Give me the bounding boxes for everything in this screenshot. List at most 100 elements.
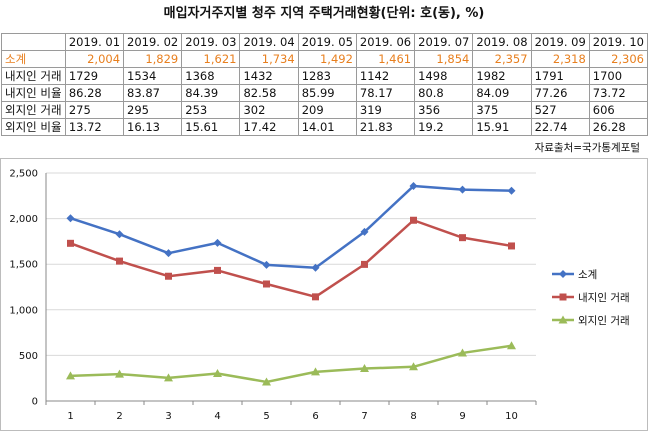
data-point [67, 239, 74, 247]
data-point [458, 348, 467, 357]
page-title: 매입자거주지별 청주 지역 주택거래현황(단위: 호(동), %) [163, 6, 485, 21]
data-point [361, 260, 368, 268]
chart-svg: 0 500 1,000 1,500 2,000 2,500 1 2 3 4 5 6 7 8 9 10 소계내지인… [9, 169, 630, 423]
table-cell: 253 [181, 101, 241, 119]
table-cell: 1283 [297, 67, 357, 85]
table-row-label: 외지인 거래 [1, 101, 66, 119]
data-point [459, 234, 466, 242]
y-tick-label: 1,500 [9, 260, 38, 271]
table-cell: 1,492 [297, 50, 357, 68]
data-point [116, 257, 123, 265]
table-column-header: 2019. 07 [414, 33, 474, 51]
table-cell: 527 [530, 101, 590, 119]
table-row: 소계 2,004 1,829 1,621 1,734 1,492 1,461 1,854 2,3… [1, 50, 648, 68]
legend-label: 외지인 거래 [578, 315, 630, 327]
table-column-header: 2019. 03 [181, 33, 241, 51]
table-cell: 83.87 [123, 84, 183, 102]
x-tick-label: 10 [505, 411, 518, 422]
data-point [263, 280, 270, 288]
data-point [312, 293, 319, 301]
data-point [164, 373, 173, 382]
table-cell: 1982 [472, 67, 532, 85]
table-column-header: 2019. 08 [472, 33, 532, 51]
table-cell: 16.13 [123, 118, 183, 136]
table-row-label: 외지인 비율 [1, 118, 66, 136]
table-cell: 295 [123, 101, 183, 119]
series-line-2 [70, 218, 512, 299]
data-point [213, 238, 222, 247]
table-header-row: 2019. 01 2019. 02 2019. 03 2019. 04 2019. 05… [1, 33, 648, 51]
table-cell: 84.39 [181, 84, 241, 102]
table-cell: 1,854 [414, 50, 474, 68]
table-cell: 1,461 [355, 50, 416, 68]
data-point [262, 260, 271, 269]
table-cell: 80.8 [414, 84, 474, 102]
legend-marker [559, 270, 567, 278]
y-tick-label: 2,000 [9, 214, 38, 225]
table-cell: 1791 [530, 67, 590, 85]
data-point [164, 249, 173, 258]
table-cell: 1498 [414, 67, 474, 85]
table-cell: 1700 [588, 67, 648, 85]
table-cell: 1368 [181, 67, 241, 85]
table-row-label: 내지인 비율 [1, 84, 66, 102]
table-row-label: 소계 [1, 50, 66, 68]
table-row-label: 내지인 거래 [1, 67, 66, 85]
table-cell: 2,318 [530, 50, 590, 68]
data-point [214, 266, 221, 274]
table-column-header: 2019. 05 [297, 33, 357, 51]
table-row: 외지인 비율 13.72 16.13 15.61 17.42 14.01 21.83 19.2… [1, 118, 648, 136]
table-row: 내지인 비율 86.28 83.87 84.39 82.58 85.99 78.17 80.8… [1, 84, 648, 102]
data-point [262, 377, 271, 386]
table-row: 내지인 거래 1729 1534 1368 1432 1283 1142 1498 1982 17… [1, 67, 648, 85]
data-point [458, 185, 467, 194]
table-cell: 73.72 [588, 84, 648, 102]
source-note: 자료출처=국가통계포털 [534, 142, 640, 154]
x-tick-label: 2 [116, 411, 122, 422]
table-cell: 1,829 [123, 50, 183, 68]
y-tick-label: 0 [32, 397, 38, 408]
table-cell: 19.2 [414, 118, 474, 136]
x-tick-label: 9 [459, 411, 465, 422]
data-table: 2019. 01 2019. 02 2019. 03 2019. 04 2019. 05… [1, 33, 648, 136]
x-tick-label: 5 [263, 411, 269, 422]
data-point [508, 242, 515, 250]
data-point [507, 186, 516, 195]
table-cell: 2,004 [64, 50, 125, 68]
table-cell: 15.91 [472, 118, 532, 136]
table-cell: 2,357 [472, 50, 532, 68]
table-cell: 375 [472, 101, 532, 119]
legend-marker [559, 293, 567, 301]
data-point [410, 216, 417, 224]
table-cell: 82.58 [239, 84, 299, 102]
table-cell: 1432 [239, 67, 299, 85]
y-tick-label: 2,500 [9, 169, 38, 180]
legend-label: 내지인 거래 [578, 292, 630, 304]
table-cell: 21.83 [355, 118, 416, 136]
table-cell: 319 [355, 101, 416, 119]
data-point [115, 369, 124, 378]
data-point [66, 371, 75, 380]
table-row: 외지인 거래 275 295 253 302 209 319 356 375 527 606 [1, 101, 648, 119]
x-tick-label: 7 [361, 411, 367, 422]
y-tick-label: 1,000 [9, 305, 38, 316]
table-cell: 356 [414, 101, 474, 119]
table-cell: 606 [588, 101, 648, 119]
table-cell: 1142 [355, 67, 416, 85]
table-cell: 14.01 [297, 118, 357, 136]
table-column-header: 2019. 01 [64, 33, 125, 51]
table-cell: 1,734 [239, 50, 299, 68]
table-cell: 275 [64, 101, 125, 119]
x-tick-label: 1 [67, 411, 73, 422]
table-cell: 1729 [64, 67, 125, 85]
table-cell: 26.28 [588, 118, 648, 136]
legend-marker [558, 315, 568, 324]
series-line-3 [70, 344, 512, 384]
line-chart: 0 500 1,000 1,500 2,000 2,500 1 2 3 4 5 6 7 8 9 10 소계 내지인… [0, 158, 648, 431]
data-point [507, 341, 516, 350]
x-tick-label: 8 [410, 411, 416, 422]
data-point [165, 272, 172, 280]
table-cell: 17.42 [239, 118, 299, 136]
data-point [409, 362, 418, 371]
table-cell: 77.26 [530, 84, 590, 102]
